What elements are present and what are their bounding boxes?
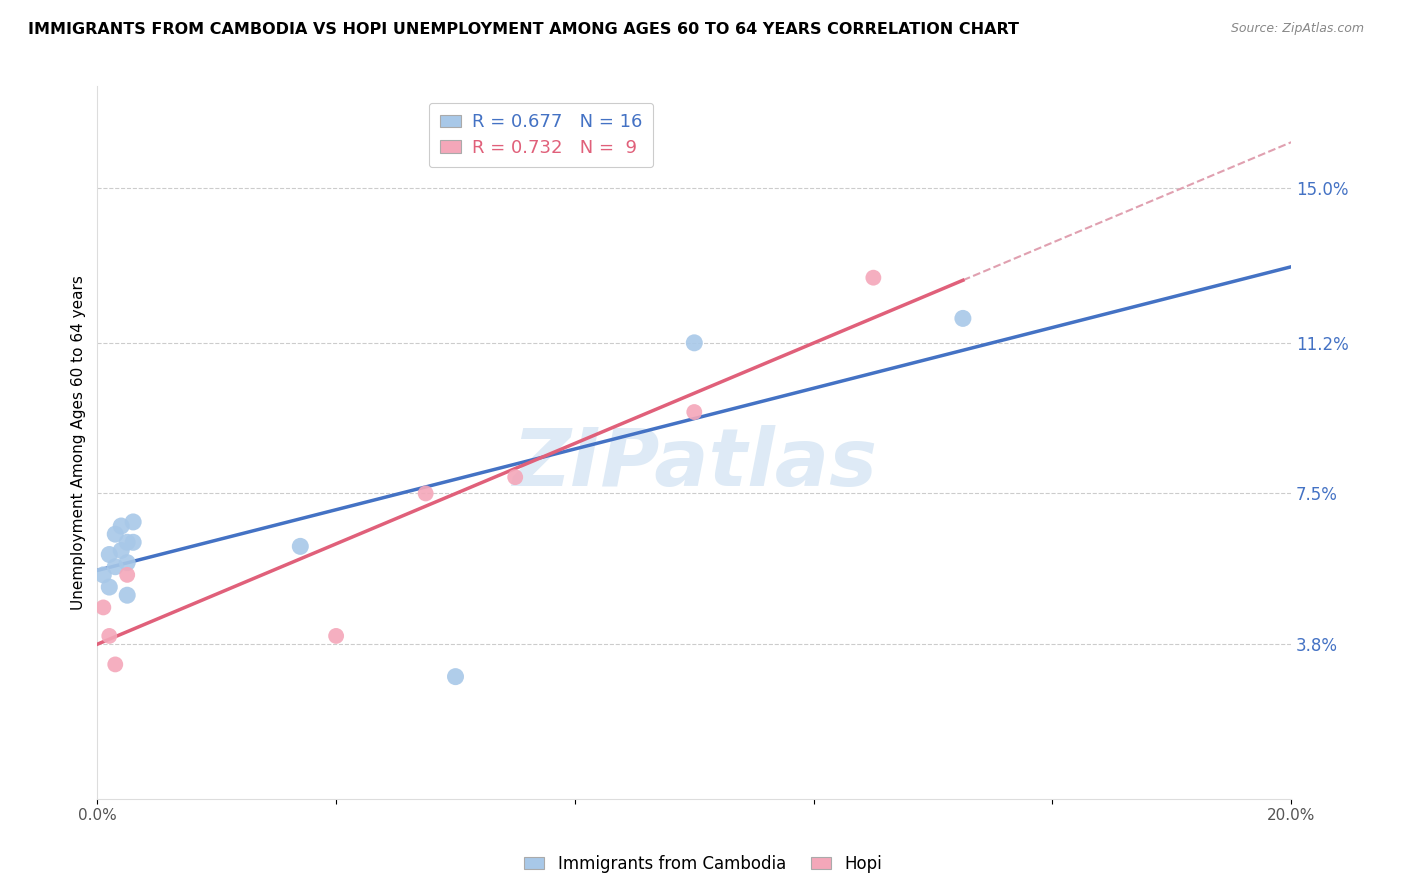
Point [444, 670, 467, 684]
Point [104, 657, 127, 672]
Point [91, 567, 114, 582]
Legend: R = 0.677   N = 16, R = 0.732   N =  9: R = 0.677 N = 16, R = 0.732 N = 9 [429, 103, 654, 168]
Point [104, 527, 127, 541]
Legend: Immigrants from Cambodia, Hopi: Immigrants from Cambodia, Hopi [517, 848, 889, 880]
Y-axis label: Unemployment Among Ages 60 to 64 years: Unemployment Among Ages 60 to 64 years [72, 275, 86, 610]
Point [104, 559, 127, 574]
Point [122, 535, 145, 549]
Point [503, 470, 526, 484]
Point [91, 600, 114, 615]
Point [122, 515, 145, 529]
Text: Source: ZipAtlas.com: Source: ZipAtlas.com [1230, 22, 1364, 36]
Point [98, 548, 121, 562]
Point [325, 629, 347, 643]
Point [110, 543, 132, 558]
Point [290, 540, 312, 554]
Point [115, 567, 138, 582]
Point [683, 335, 706, 350]
Point [115, 588, 138, 602]
Point [862, 270, 884, 285]
Point [98, 629, 121, 643]
Point [683, 405, 706, 419]
Point [115, 556, 138, 570]
Point [98, 580, 121, 594]
Point [115, 535, 138, 549]
Text: IMMIGRANTS FROM CAMBODIA VS HOPI UNEMPLOYMENT AMONG AGES 60 TO 64 YEARS CORRELAT: IMMIGRANTS FROM CAMBODIA VS HOPI UNEMPLO… [28, 22, 1019, 37]
Point [952, 311, 974, 326]
Point [110, 519, 132, 533]
Point [415, 486, 437, 500]
Text: ZIPatlas: ZIPatlas [512, 425, 877, 503]
